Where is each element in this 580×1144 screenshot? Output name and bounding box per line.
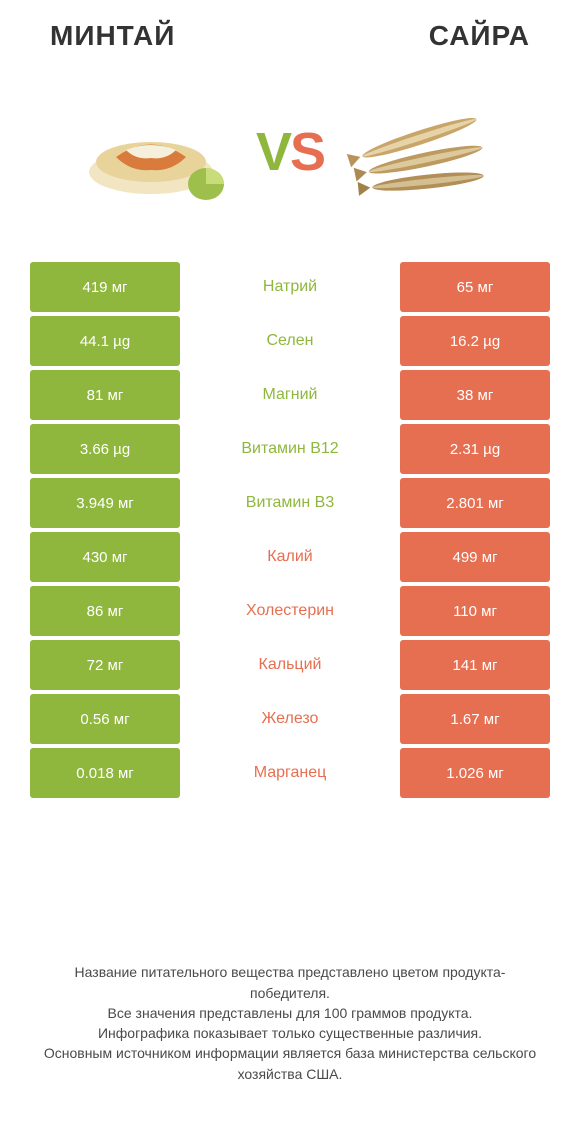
vs-v: V: [256, 121, 290, 183]
left-value-cell: 44.1 µg: [30, 316, 180, 366]
images-row: VS: [30, 77, 550, 227]
left-value-cell: 3.66 µg: [30, 424, 180, 474]
table-row: 72 мгКальций141 мг: [30, 640, 550, 690]
comparison-table: 419 мгНатрий65 мг44.1 µgСелен16.2 µg81 м…: [30, 262, 550, 798]
nutrient-label: Витамин B3: [180, 478, 400, 528]
table-row: 81 мгМагний38 мг: [30, 370, 550, 420]
table-row: 419 мгНатрий65 мг: [30, 262, 550, 312]
footer-line: Основным источником информации является …: [35, 1043, 545, 1084]
table-row: 0.56 мгЖелезо1.67 мг: [30, 694, 550, 744]
table-row: 3.949 мгВитамин B32.801 мг: [30, 478, 550, 528]
left-value-cell: 419 мг: [30, 262, 180, 312]
left-food-title: МИНТАЙ: [50, 20, 175, 52]
nutrient-label: Холестерин: [180, 586, 400, 636]
left-value-cell: 0.018 мг: [30, 748, 180, 798]
nutrient-label: Магний: [180, 370, 400, 420]
titles-row: МИНТАЙ САЙРА: [30, 20, 550, 52]
right-value-cell: 16.2 µg: [400, 316, 550, 366]
footer-notes: Название питательного вещества представл…: [30, 962, 550, 1084]
right-value-cell: 141 мг: [400, 640, 550, 690]
nutrient-label: Витамин B12: [180, 424, 400, 474]
footer-line: Название питательного вещества представл…: [35, 962, 545, 1003]
right-food-title: САЙРА: [429, 20, 530, 52]
nutrient-label: Селен: [180, 316, 400, 366]
right-value-cell: 110 мг: [400, 586, 550, 636]
right-value-cell: 2.801 мг: [400, 478, 550, 528]
left-value-cell: 72 мг: [30, 640, 180, 690]
vs-label: VS: [256, 121, 324, 183]
right-value-cell: 1.67 мг: [400, 694, 550, 744]
right-food-image: [344, 92, 504, 212]
footer-line: Инфографика показывает только существенн…: [35, 1023, 545, 1043]
right-value-cell: 499 мг: [400, 532, 550, 582]
table-row: 44.1 µgСелен16.2 µg: [30, 316, 550, 366]
infographic-container: МИНТАЙ САЙРА VS: [0, 0, 580, 1144]
left-value-cell: 0.56 мг: [30, 694, 180, 744]
nutrient-label: Калий: [180, 532, 400, 582]
table-row: 430 мгКалий499 мг: [30, 532, 550, 582]
table-row: 0.018 мгМарганец1.026 мг: [30, 748, 550, 798]
right-value-cell: 1.026 мг: [400, 748, 550, 798]
right-value-cell: 65 мг: [400, 262, 550, 312]
right-value-cell: 2.31 µg: [400, 424, 550, 474]
left-value-cell: 430 мг: [30, 532, 180, 582]
nutrient-label: Железо: [180, 694, 400, 744]
left-value-cell: 3.949 мг: [30, 478, 180, 528]
left-value-cell: 81 мг: [30, 370, 180, 420]
nutrient-label: Кальций: [180, 640, 400, 690]
table-row: 3.66 µgВитамин B122.31 µg: [30, 424, 550, 474]
vs-s: S: [290, 121, 324, 183]
footer-line: Все значения представлены для 100 граммо…: [35, 1003, 545, 1023]
nutrient-label: Натрий: [180, 262, 400, 312]
nutrient-label: Марганец: [180, 748, 400, 798]
right-value-cell: 38 мг: [400, 370, 550, 420]
left-food-image: [76, 92, 236, 212]
table-row: 86 мгХолестерин110 мг: [30, 586, 550, 636]
left-value-cell: 86 мг: [30, 586, 180, 636]
